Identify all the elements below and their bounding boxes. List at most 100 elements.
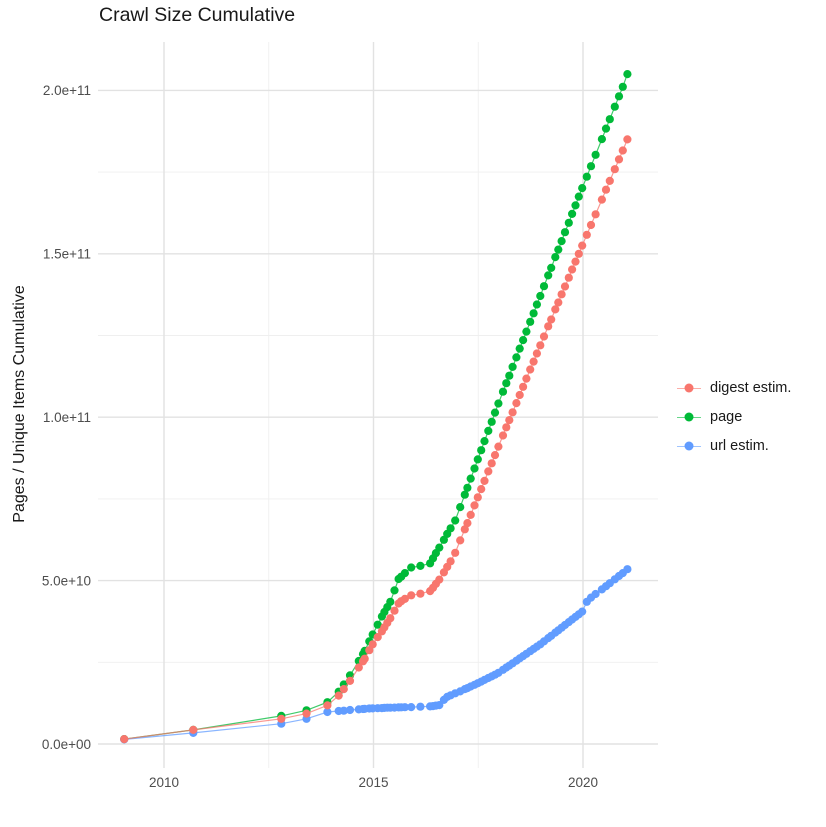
data-point (560, 228, 570, 237)
data-point (597, 135, 607, 144)
data-point (386, 597, 395, 606)
data-point (120, 735, 129, 744)
data-point (554, 245, 563, 254)
legend-point-icon (684, 383, 694, 393)
data-point (466, 510, 475, 519)
data-point (571, 257, 580, 266)
data-point (416, 702, 425, 711)
data-point (407, 591, 416, 600)
data-point (574, 192, 583, 201)
data-point (302, 709, 311, 718)
data-point (466, 474, 475, 483)
data-point (529, 357, 538, 366)
y-tick-label: 1.5e+11 (43, 247, 91, 262)
legend-key-page (677, 412, 701, 423)
data-point (610, 102, 619, 111)
legend-key-url (677, 441, 701, 452)
data-point (526, 317, 535, 326)
data-point (484, 426, 493, 435)
data-point (189, 725, 198, 735)
data-point (451, 516, 460, 525)
data-point (618, 146, 627, 155)
data-point (470, 464, 479, 473)
data-point (446, 524, 455, 533)
x-tick-label: 2010 (149, 775, 179, 790)
data-point (605, 115, 614, 124)
data-point (339, 685, 348, 694)
data-point (494, 399, 503, 408)
data-point (502, 379, 511, 388)
data-point (623, 70, 632, 79)
data-point (519, 336, 528, 345)
data-point (582, 172, 591, 181)
data-point (560, 282, 570, 291)
data-point (334, 691, 343, 700)
data-point (494, 442, 503, 451)
legend-label: digest estim. (710, 380, 792, 396)
data-point (554, 298, 563, 307)
data-point (591, 589, 600, 599)
data-point (522, 374, 531, 383)
data-point (605, 176, 614, 185)
data-point (456, 536, 465, 545)
data-point (487, 459, 496, 468)
data-point (508, 362, 517, 371)
data-point (339, 706, 348, 715)
data-point (536, 291, 545, 301)
data-point (407, 563, 416, 572)
legend-point-icon (684, 441, 694, 451)
data-point (505, 371, 514, 380)
data-point (373, 620, 382, 629)
data-point (529, 309, 538, 318)
data-point (435, 543, 444, 552)
data-point (373, 633, 382, 642)
data-point (539, 332, 549, 341)
chart-title: Crawl Size Cumulative (99, 4, 296, 26)
data-point (386, 614, 395, 623)
data-point (539, 282, 549, 291)
data-point (512, 353, 521, 362)
data-point (551, 253, 560, 262)
data-point (323, 701, 332, 710)
legend-label: url estim. (710, 438, 769, 454)
data-point (601, 124, 611, 133)
series-line-digest-estim- (124, 139, 628, 740)
data-point (532, 349, 542, 358)
data-point (512, 399, 521, 408)
data-point (460, 490, 469, 499)
data-point (508, 408, 517, 417)
data-point (477, 485, 486, 494)
y-tick-label: 5.0e+10 (42, 573, 91, 588)
data-point (536, 341, 545, 350)
legend-item: page (677, 409, 791, 425)
data-point (597, 195, 607, 204)
data-point (547, 315, 556, 324)
data-point (571, 201, 580, 210)
data-point (473, 455, 482, 464)
data-point (526, 365, 535, 374)
data-point (463, 519, 472, 528)
y-tick-label: 0.0e+00 (42, 737, 91, 752)
data-point (480, 476, 489, 485)
data-point (522, 327, 531, 336)
data-point (623, 565, 632, 574)
data-point (578, 184, 587, 193)
y-tick-label: 2.0e+11 (43, 83, 91, 98)
legend-item: url estim. (677, 438, 791, 454)
data-point (451, 548, 460, 557)
data-point (574, 249, 583, 258)
data-point (601, 185, 611, 194)
data-point (484, 467, 493, 476)
data-point (551, 305, 560, 314)
data-point (614, 155, 624, 164)
data-point (473, 493, 482, 502)
data-point (498, 431, 508, 440)
data-point (460, 525, 469, 534)
data-point (582, 230, 591, 239)
data-point (463, 483, 472, 492)
data-point (586, 162, 596, 171)
data-point (519, 382, 528, 391)
data-point (435, 575, 444, 584)
data-point (400, 569, 409, 578)
